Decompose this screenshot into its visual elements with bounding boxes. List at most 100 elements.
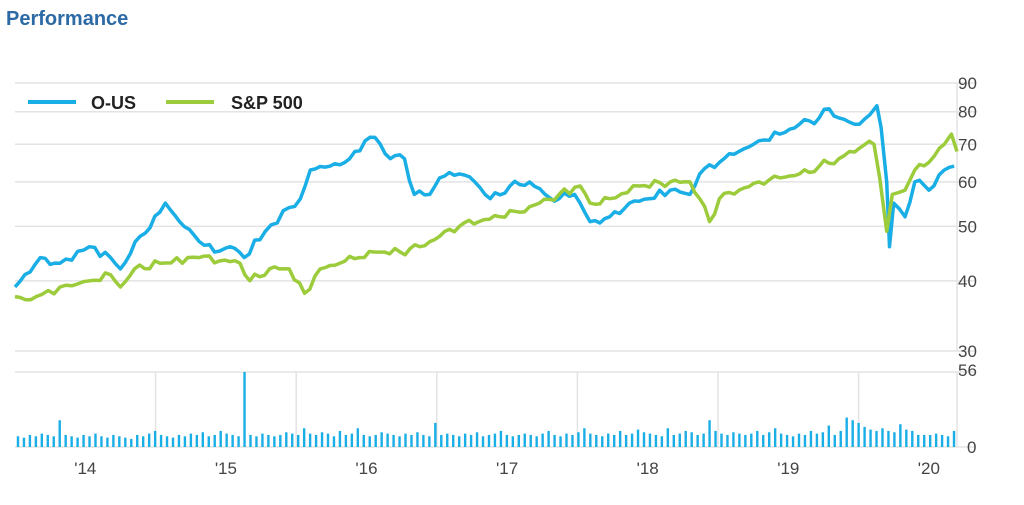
volume-bar xyxy=(130,438,133,447)
volume-bar xyxy=(189,433,193,447)
volume-bar xyxy=(905,429,908,447)
volume-bar xyxy=(762,434,765,447)
volume-bar xyxy=(422,434,425,447)
y-tick-label: 80 xyxy=(958,103,977,122)
volume-bar xyxy=(368,436,371,447)
volume-tick-label: 56 xyxy=(958,361,977,380)
volume-bar xyxy=(410,434,413,447)
volume-bar xyxy=(654,434,658,447)
volume-bar xyxy=(446,433,449,447)
volume-bar xyxy=(672,434,676,447)
x-tick-label: '17 xyxy=(496,459,518,478)
grid xyxy=(15,82,975,448)
volume-bar xyxy=(833,434,836,447)
volume-bar xyxy=(481,436,485,447)
volume-bar xyxy=(547,430,550,447)
volume-bar xyxy=(642,432,646,447)
volume-bar xyxy=(291,433,294,447)
volume-bar xyxy=(803,434,807,447)
volume-bar xyxy=(535,436,538,447)
volume-bar xyxy=(845,417,848,447)
volume-bar xyxy=(350,433,354,447)
volume-bar xyxy=(559,436,562,447)
volume-bar xyxy=(82,434,85,447)
volume-bar xyxy=(40,433,44,447)
series-line-o-us xyxy=(13,103,955,289)
volume-bar xyxy=(928,434,932,447)
volume-bar xyxy=(380,432,383,447)
volume-bar xyxy=(869,429,872,447)
volume-bar xyxy=(583,428,586,447)
volume-bar xyxy=(171,437,175,447)
volume-bar xyxy=(88,436,91,447)
volume-bar xyxy=(881,428,884,447)
volume-bar xyxy=(118,436,121,447)
volume-bar xyxy=(565,433,568,447)
volume-bar xyxy=(374,434,377,447)
volume-bar xyxy=(201,432,205,447)
volume-bar xyxy=(261,433,264,447)
x-tick-label: '20 xyxy=(918,459,940,478)
volume-bar xyxy=(505,434,509,447)
volume-bar xyxy=(100,436,103,447)
volume-bar xyxy=(797,433,801,447)
volume-bar xyxy=(326,433,330,447)
volume-bar xyxy=(589,433,592,447)
volume-bar xyxy=(618,430,622,447)
legend-label-sp500: S&P 500 xyxy=(231,93,303,113)
legend-label-o-us: O-US xyxy=(91,93,136,113)
x-tick-label: '14 xyxy=(74,459,96,478)
volume-bar xyxy=(630,433,634,447)
volume-bar xyxy=(314,434,318,447)
volume-bar xyxy=(911,430,914,447)
volume-bar xyxy=(332,436,336,447)
volume-bar xyxy=(827,425,831,447)
y-tick-label: 30 xyxy=(958,342,977,361)
volume-bar xyxy=(183,436,187,447)
volume-bar xyxy=(791,436,795,447)
volume-bar xyxy=(595,434,598,447)
volume-bar xyxy=(839,430,842,447)
volume-bar xyxy=(666,428,670,447)
volume-bar xyxy=(612,434,616,447)
volume-bar xyxy=(511,436,515,447)
volume-bar xyxy=(708,420,711,447)
volume-bar xyxy=(660,436,664,447)
volume-bar xyxy=(779,433,783,447)
volume-bar xyxy=(946,436,950,447)
volume-bar xyxy=(678,433,681,447)
volume-bar xyxy=(899,424,902,447)
volume-bar xyxy=(58,420,61,447)
volume-bar xyxy=(773,428,777,447)
volume-bar xyxy=(237,436,240,447)
volume-bar xyxy=(857,422,860,447)
y-tick-label: 50 xyxy=(958,217,977,236)
volume-bar xyxy=(285,432,288,447)
volume-bar xyxy=(636,429,640,447)
volume-bar xyxy=(94,433,97,447)
volume-bar xyxy=(76,437,79,447)
volume-bar xyxy=(475,432,479,447)
volume-bar xyxy=(147,433,151,447)
volume-bar xyxy=(440,434,443,447)
volume-bar xyxy=(28,434,32,447)
volume-bar xyxy=(756,430,759,447)
volume-bar xyxy=(296,434,300,447)
volume-bar xyxy=(320,432,324,447)
volume-bar xyxy=(887,430,890,447)
volume-bar xyxy=(356,428,360,447)
volume-bar xyxy=(529,434,532,447)
volume-bar xyxy=(392,434,395,447)
volume-bar xyxy=(851,420,854,447)
volume-bar xyxy=(499,430,503,447)
legend: O-US S&P 500 xyxy=(28,93,303,113)
volume-bar xyxy=(124,437,127,447)
volume-bar xyxy=(696,434,699,447)
volume-bar xyxy=(165,436,169,447)
volume-bar xyxy=(767,432,771,447)
volume-bar xyxy=(821,432,825,447)
volume-bar xyxy=(112,434,115,447)
volume-bar xyxy=(273,436,276,447)
x-tick-label: '15 xyxy=(215,459,237,478)
volume-bar xyxy=(541,433,544,447)
